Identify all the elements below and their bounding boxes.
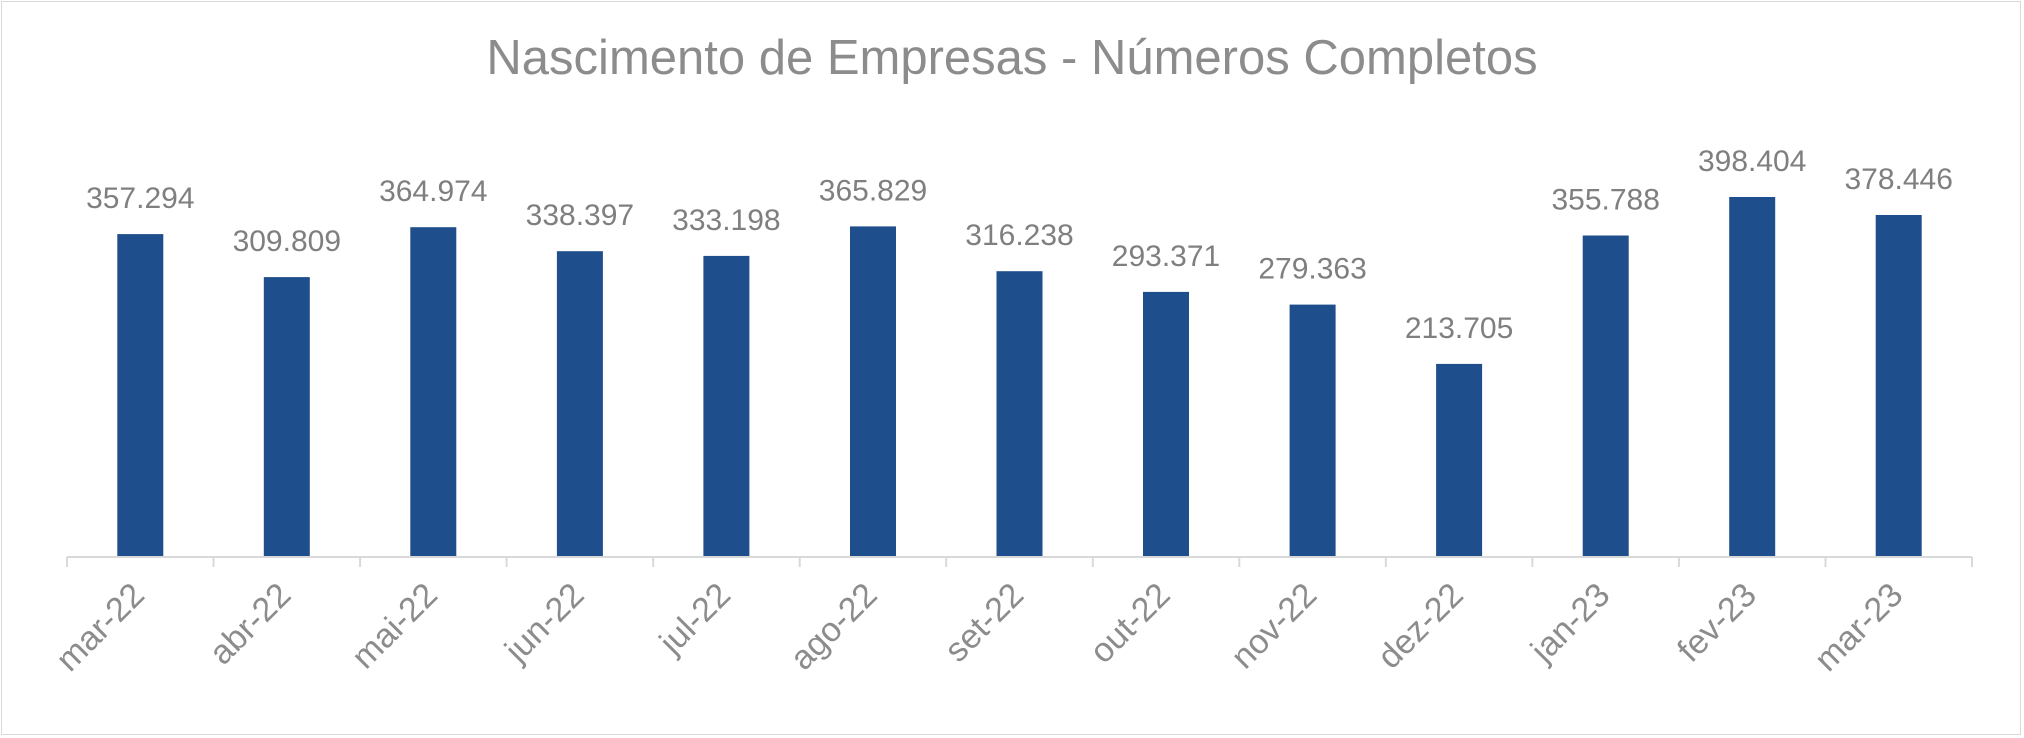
x-tick-label-abr-22: abr-22 <box>202 576 298 672</box>
bar-jun-22 <box>556 251 603 557</box>
x-tick-label-jan-23: jan-23 <box>1523 576 1617 670</box>
bar-fev-23 <box>1729 197 1776 557</box>
bar-mai-22 <box>410 227 457 557</box>
bar-set-22 <box>996 271 1043 557</box>
bar-mar-22 <box>117 234 164 557</box>
data-label-abr-22: 309.809 <box>233 225 341 258</box>
x-tick-label-nov-22: nov-22 <box>1224 576 1324 676</box>
data-label-jul-22: 333.198 <box>672 204 780 237</box>
x-tick-label-jun-22: jun-22 <box>497 576 591 670</box>
bar-abr-22 <box>263 277 310 557</box>
data-label-jan-23: 355.788 <box>1551 184 1659 217</box>
bar-jan-23 <box>1582 235 1629 557</box>
data-labels-group: 357.294 309.809 364.974 338.397 333.198 365.8… <box>86 145 1953 345</box>
data-label-mai-22: 364.974 <box>379 175 487 208</box>
x-tick-label-dez-22: dez-22 <box>1370 576 1470 676</box>
x-tick-label-ago-22: ago-22 <box>783 576 885 678</box>
data-label-ago-22: 365.829 <box>819 174 927 207</box>
bar-mar-23 <box>1875 215 1922 557</box>
x-tick-label-mar-23: mar-23 <box>1807 576 1910 679</box>
x-tick-labels-group: mar-22 abr-22 mai-22 jun-22 jul-22 ago-22 set-… <box>49 576 1910 679</box>
data-label-mar-23: 378.446 <box>1844 163 1952 196</box>
data-label-jun-22: 338.397 <box>526 199 634 232</box>
data-label-out-22: 293.371 <box>1112 240 1220 273</box>
data-label-dez-22: 213.705 <box>1405 312 1513 345</box>
x-tick-label-mai-22: mai-22 <box>345 576 445 676</box>
data-label-set-22: 316.238 <box>965 219 1073 252</box>
data-label-nov-22: 279.363 <box>1258 253 1366 286</box>
bar-nov-22 <box>1289 304 1336 557</box>
chart-title: Nascimento de Empresas - Números Complet… <box>486 31 1538 85</box>
bar-ago-22 <box>850 226 896 557</box>
data-label-mar-22: 357.294 <box>86 182 194 215</box>
bars-group <box>117 197 1922 557</box>
x-tick-label-mar-22: mar-22 <box>49 576 152 679</box>
data-label-fev-23: 398.404 <box>1698 145 1806 178</box>
x-tick-label-out-22: out-22 <box>1083 576 1178 671</box>
x-tick-label-set-22: set-22 <box>937 576 1031 670</box>
x-axis <box>66 556 1973 567</box>
bar-dez-22 <box>1436 363 1483 557</box>
bar-out-22 <box>1143 291 1189 557</box>
bar-jul-22 <box>703 255 750 557</box>
x-tick-label-jul-22: jul-22 <box>652 576 738 662</box>
x-tick-label-fev-23: fev-23 <box>1670 576 1764 670</box>
